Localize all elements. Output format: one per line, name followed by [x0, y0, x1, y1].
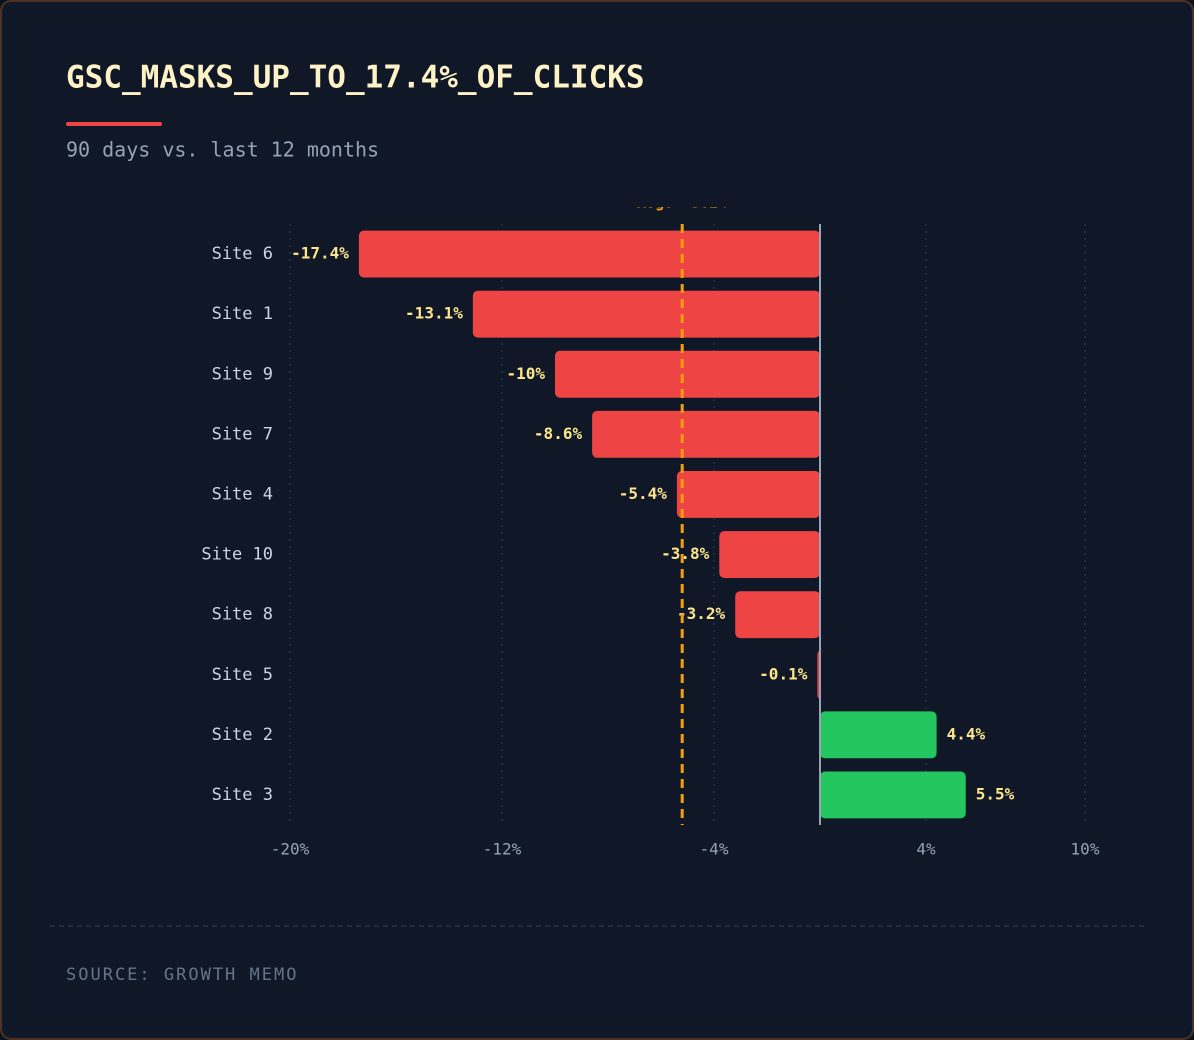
- value-label: -8.6%: [534, 424, 583, 443]
- x-tick-label: 4%: [916, 840, 936, 859]
- bar: [592, 410, 820, 458]
- bar: [735, 591, 820, 639]
- y-tick-label: Site 3: [212, 785, 273, 805]
- bar: [358, 230, 820, 278]
- bar: [555, 350, 820, 398]
- title-accent: [66, 122, 162, 126]
- value-label: -10%: [506, 364, 545, 383]
- y-tick-label: Site 4: [212, 484, 273, 504]
- y-tick-label: Site 9: [212, 364, 273, 384]
- bar: [676, 471, 820, 518]
- y-tick-label: Site 1: [212, 304, 273, 324]
- chart-title: GSC_MASKS_UP_TO_17.4%_OF_CLICKS: [66, 60, 645, 96]
- value-label: -3.2%: [677, 604, 726, 623]
- value-label: -13.1%: [405, 304, 463, 323]
- y-tick-label: Site 6: [212, 244, 273, 264]
- value-label: -17.4%: [291, 244, 349, 263]
- x-tick-label: -12%: [483, 840, 522, 859]
- y-tick-label: Site 2: [212, 725, 273, 745]
- source: SOURCE: GROWTH MEMO: [66, 965, 298, 985]
- value-label: -5.4%: [619, 484, 668, 503]
- bar: [820, 771, 966, 819]
- y-tick-label: Site 7: [212, 424, 273, 444]
- x-tick-label: 10%: [1071, 840, 1100, 859]
- x-tick-label: -4%: [700, 840, 729, 859]
- chart-subtitle: 90 days vs. last 12 months: [66, 138, 379, 162]
- y-tick-label: Site 8: [212, 605, 273, 625]
- value-label: -3.8%: [661, 544, 710, 563]
- value-label: 4.4%: [947, 724, 986, 743]
- bar: [719, 531, 820, 578]
- y-tick-label: Site 10: [201, 545, 273, 565]
- y-tick-label: Site 5: [212, 665, 273, 685]
- value-label: -0.1%: [759, 664, 808, 683]
- value-label: 5.5%: [976, 784, 1015, 803]
- reference-label: Avg: -5.2%: [637, 194, 727, 212]
- x-tick-label: -20%: [271, 840, 310, 859]
- bar: [820, 711, 937, 759]
- bar: [472, 290, 820, 338]
